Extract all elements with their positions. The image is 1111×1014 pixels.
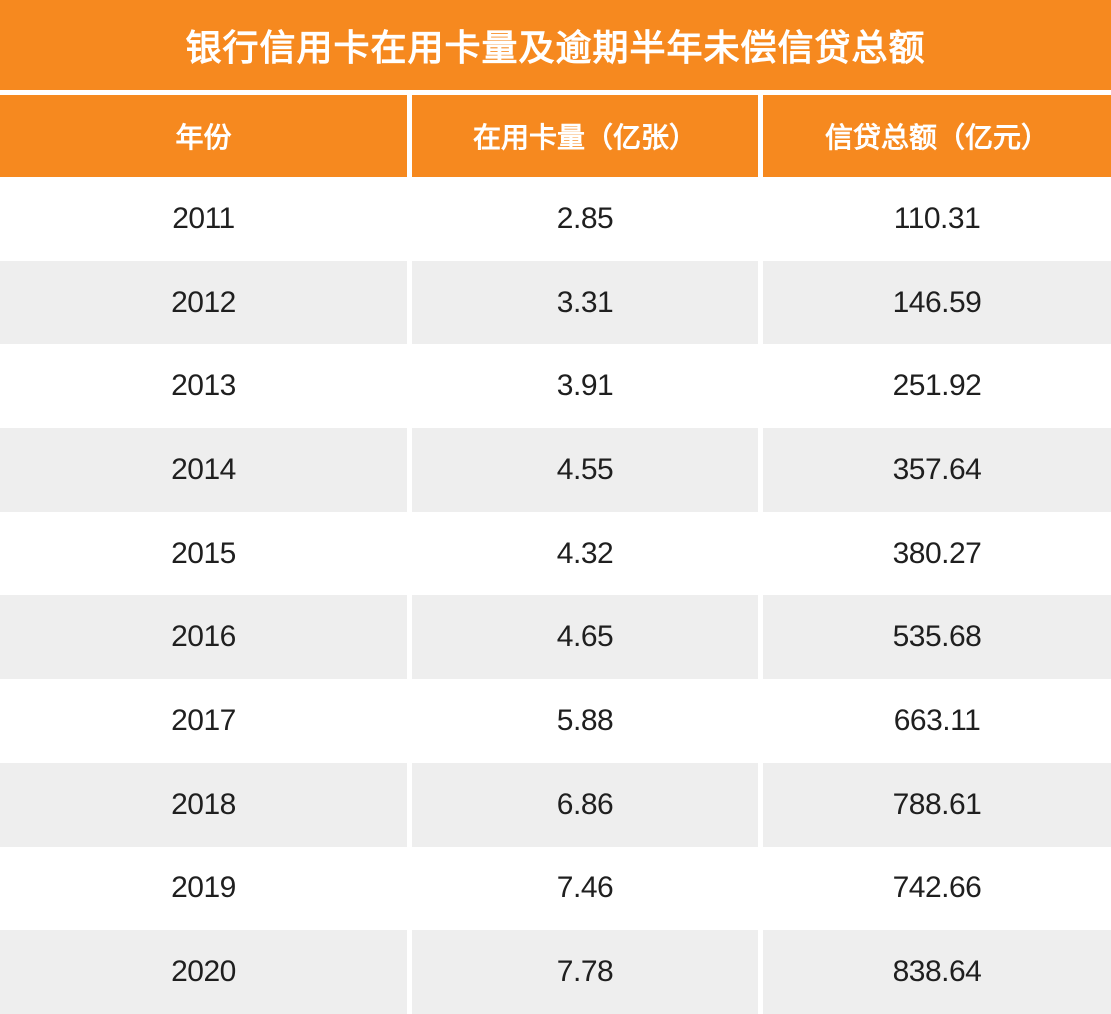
table-row: 2017 5.88 663.11 bbox=[0, 679, 1111, 763]
table-row: 2020 7.78 838.64 bbox=[0, 930, 1111, 1014]
table-row: 2012 3.31 146.59 bbox=[0, 260, 1111, 345]
cell-year: 2017 bbox=[0, 679, 407, 763]
cell-cards: 7.46 bbox=[412, 846, 758, 931]
cell-year: 2011 bbox=[0, 177, 407, 261]
column-header-credit-total: 信贷总额（亿元） bbox=[763, 95, 1111, 177]
cell-year: 2012 bbox=[0, 260, 407, 345]
table-row: 2015 4.32 380.27 bbox=[0, 511, 1111, 596]
cell-credit: 788.61 bbox=[763, 762, 1111, 847]
cell-cards: 6.86 bbox=[412, 762, 758, 847]
column-header-cards-in-use: 在用卡量（亿张） bbox=[412, 95, 758, 177]
column-header-year: 年份 bbox=[0, 95, 407, 177]
cell-credit: 110.31 bbox=[763, 177, 1111, 261]
cell-cards: 2.85 bbox=[412, 177, 758, 261]
cell-year: 2015 bbox=[0, 511, 407, 596]
cell-cards: 4.55 bbox=[412, 428, 758, 512]
cell-cards: 4.32 bbox=[412, 511, 758, 596]
table-row: 2016 4.65 535.68 bbox=[0, 595, 1111, 680]
cell-year: 2014 bbox=[0, 428, 407, 512]
cell-credit: 535.68 bbox=[763, 595, 1111, 680]
cell-cards: 4.65 bbox=[412, 595, 758, 680]
table-header-row: 年份 在用卡量（亿张） 信贷总额（亿元） bbox=[0, 95, 1111, 177]
table-title: 银行信用卡在用卡量及逾期半年未偿信贷总额 bbox=[0, 0, 1111, 90]
cell-year: 2016 bbox=[0, 595, 407, 680]
table-row: 2011 2.85 110.31 bbox=[0, 177, 1111, 261]
cell-cards: 5.88 bbox=[412, 679, 758, 763]
table-row: 2019 7.46 742.66 bbox=[0, 846, 1111, 931]
cell-cards: 3.31 bbox=[412, 260, 758, 345]
cell-cards: 7.78 bbox=[412, 930, 758, 1014]
cell-credit: 742.66 bbox=[763, 846, 1111, 931]
cell-credit: 838.64 bbox=[763, 930, 1111, 1014]
table-row: 2018 6.86 788.61 bbox=[0, 762, 1111, 847]
cell-year: 2018 bbox=[0, 762, 407, 847]
cell-credit: 146.59 bbox=[763, 260, 1111, 345]
cell-year: 2013 bbox=[0, 344, 407, 429]
table-row: 2013 3.91 251.92 bbox=[0, 344, 1111, 429]
table-row: 2014 4.55 357.64 bbox=[0, 428, 1111, 512]
cell-year: 2019 bbox=[0, 846, 407, 931]
cell-credit: 663.11 bbox=[763, 679, 1111, 763]
cell-year: 2020 bbox=[0, 930, 407, 1014]
cell-credit: 251.92 bbox=[763, 344, 1111, 429]
cell-credit: 357.64 bbox=[763, 428, 1111, 512]
cell-cards: 3.91 bbox=[412, 344, 758, 429]
cell-credit: 380.27 bbox=[763, 511, 1111, 596]
